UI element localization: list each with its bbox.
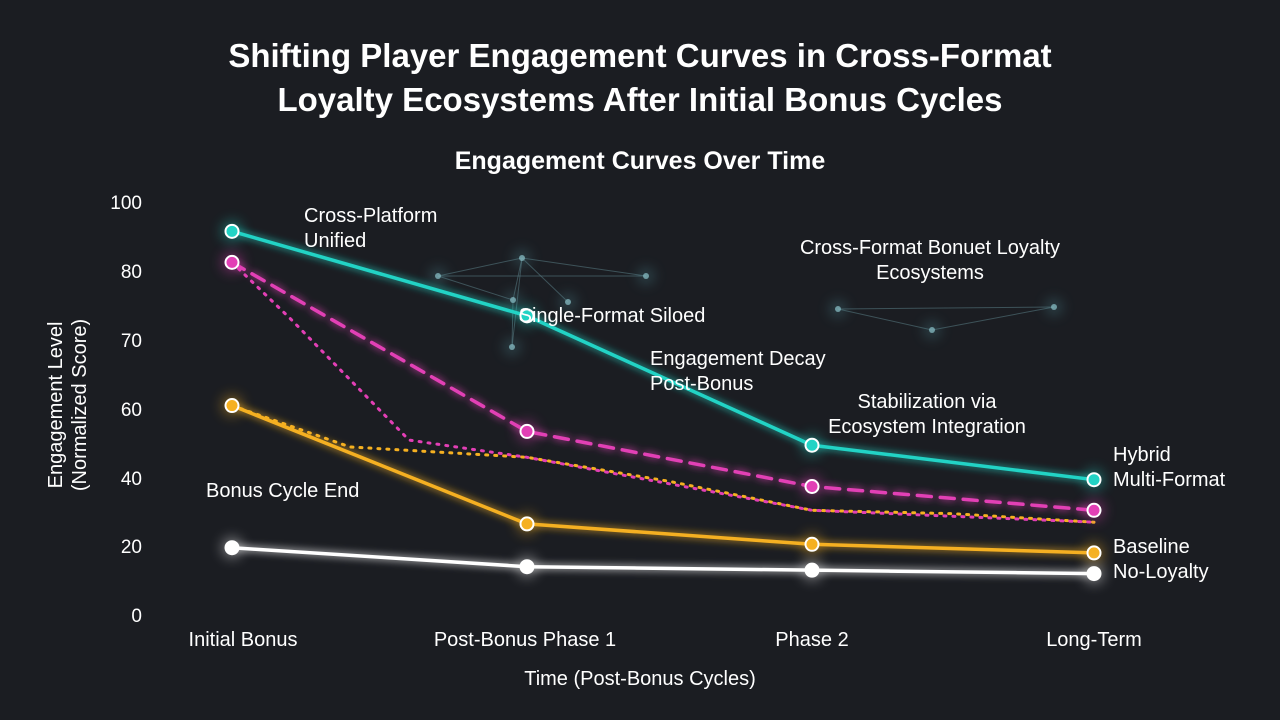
data-point xyxy=(804,479,820,494)
dotted-trend-lines xyxy=(230,260,1096,524)
annotation-text: Ecosystem Integration xyxy=(828,416,1026,438)
annotation-text: Single-Format Siloed xyxy=(519,305,706,327)
y-axis-label-line-2: (Normalized Score) xyxy=(69,319,91,491)
y-tick-label: 20 xyxy=(121,537,142,558)
network-node xyxy=(929,327,935,333)
data-point xyxy=(519,559,535,575)
x-axis-ticks: Initial Bonus Post-Bonus Phase 1 Phase 2 Lo… xyxy=(189,629,1142,651)
data-point xyxy=(519,308,535,324)
series-lines xyxy=(230,229,1096,576)
data-point xyxy=(1086,502,1102,518)
annotation-text: Post-Bonus xyxy=(650,373,753,395)
network-edge xyxy=(521,257,647,277)
network-edge xyxy=(837,306,1055,310)
annotation-text: Hybrid xyxy=(1113,444,1171,466)
x-axis-label: Time (Post-Bonus Cycles) xyxy=(524,668,756,690)
y-tick-label: 40 xyxy=(121,469,142,490)
network-node xyxy=(1051,304,1057,310)
data-point xyxy=(224,223,240,239)
annotation-text: Engagement Decay xyxy=(650,348,826,370)
annotation-text: Baseline xyxy=(1113,536,1190,558)
annotation-text: Cross-Platform xyxy=(304,205,437,227)
x-tick-label: Initial Bonus xyxy=(189,629,298,651)
data-point xyxy=(519,516,535,532)
series-line xyxy=(230,229,1096,482)
chart-title: Engagement Curves Over Time xyxy=(454,147,826,175)
data-point xyxy=(519,423,535,439)
x-tick-label: Phase 2 xyxy=(775,629,848,651)
data-point xyxy=(224,398,240,414)
annotation-text: No-Loyalty xyxy=(1113,561,1209,583)
data-point xyxy=(224,254,240,270)
data-points xyxy=(221,220,1105,585)
x-tick-label: Long-Term xyxy=(1046,629,1142,651)
annotation-text: Unified xyxy=(304,230,366,252)
main-title-line-2: Loyalty Ecosystems After Initial Bonus C… xyxy=(277,81,1003,118)
network-edge xyxy=(437,257,523,277)
data-point xyxy=(1086,472,1102,488)
main-title: Shifting Player Engagement Curves in Cro… xyxy=(0,34,1280,122)
network-node xyxy=(510,297,516,303)
series-line xyxy=(230,403,1096,555)
network-edge xyxy=(437,275,514,301)
network-node xyxy=(509,344,515,350)
y-axis-label: Engagement Level (Normalized Score) xyxy=(45,319,91,491)
network-edge xyxy=(837,308,933,331)
y-axis-ticks: 0 20 40 60 70 80 100 xyxy=(110,193,142,627)
annotation-text: Cross-Format Bonuet Loyalty xyxy=(800,237,1060,259)
background-network xyxy=(429,249,1063,356)
annotation-text: Ecosystems xyxy=(876,262,984,284)
data-point xyxy=(804,562,820,578)
annotations: Cross-Platform Unified Single-Format Siloe… xyxy=(206,205,1226,583)
network-node xyxy=(565,299,571,305)
x-tick-label: Post-Bonus Phase 1 xyxy=(434,629,616,651)
annotation-text: Bonus Cycle End xyxy=(206,480,359,502)
main-title-line-1: Shifting Player Engagement Curves in Cro… xyxy=(228,37,1052,74)
y-tick-label: 60 xyxy=(121,400,142,421)
data-point xyxy=(804,536,820,552)
data-point xyxy=(1086,545,1102,561)
y-tick-label: 70 xyxy=(121,331,142,352)
y-axis-label-line-1: Engagement Level xyxy=(45,322,67,489)
y-tick-label: 0 xyxy=(131,606,142,627)
y-tick-label: 80 xyxy=(121,262,142,283)
data-point xyxy=(1086,566,1102,582)
network-node xyxy=(435,273,441,279)
data-point xyxy=(804,437,820,453)
annotation-text: Multi-Format xyxy=(1113,469,1226,491)
network-node xyxy=(519,255,525,261)
dotted-trend-line xyxy=(230,404,1096,524)
network-edge xyxy=(931,306,1055,331)
series-line xyxy=(230,260,1096,513)
annotation-text: Stabilization via xyxy=(858,391,998,413)
network-node xyxy=(835,306,841,312)
network-node xyxy=(643,273,649,279)
data-point xyxy=(224,540,240,556)
y-tick-label: 100 xyxy=(110,193,142,214)
series-line xyxy=(230,545,1096,576)
network-edge xyxy=(521,257,569,303)
